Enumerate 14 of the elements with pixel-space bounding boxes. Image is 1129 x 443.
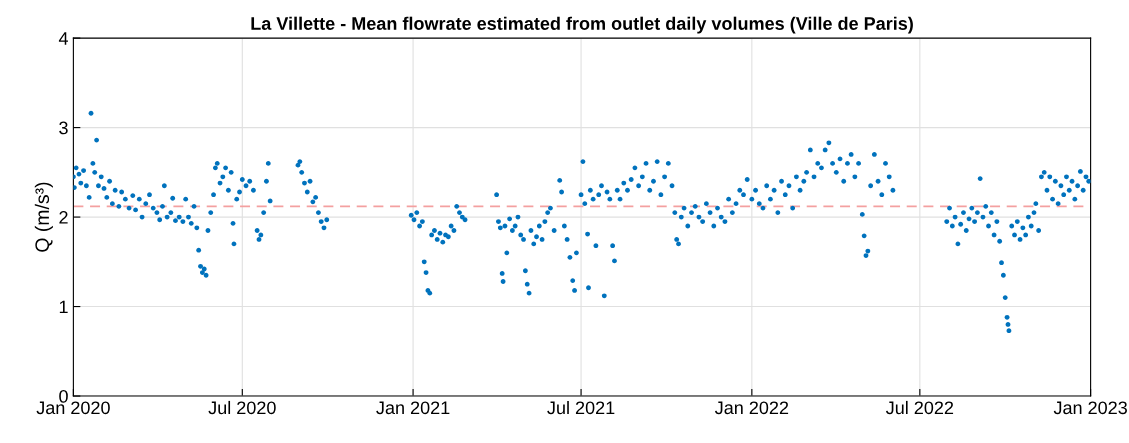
y-tick-label: 2 bbox=[59, 211, 68, 224]
x-tick-label: Jan 2022 bbox=[714, 401, 789, 415]
x-tick-label: Jul 2020 bbox=[208, 400, 276, 415]
y-tick-label: 4 bbox=[58, 32, 68, 45]
x-tick-label: Jan 2023 bbox=[1053, 401, 1127, 415]
y-tick-label: 3 bbox=[59, 121, 68, 135]
y-tick-label: 0 bbox=[59, 389, 68, 403]
y-tick-label: 1 bbox=[59, 300, 68, 314]
chart-title: La Villette - Mean flowrate estimated from outlet daily volumes (Ville de Paris) bbox=[251, 16, 913, 34]
x-tick-label: Jan 2020 bbox=[36, 401, 110, 415]
y-axis-title: Q (m/s³) bbox=[34, 182, 53, 252]
x-tick-label: Jan 2021 bbox=[376, 401, 450, 415]
x-tick-label: Jul 2022 bbox=[885, 400, 954, 415]
x-tick-label: Jul 2021 bbox=[547, 400, 615, 415]
